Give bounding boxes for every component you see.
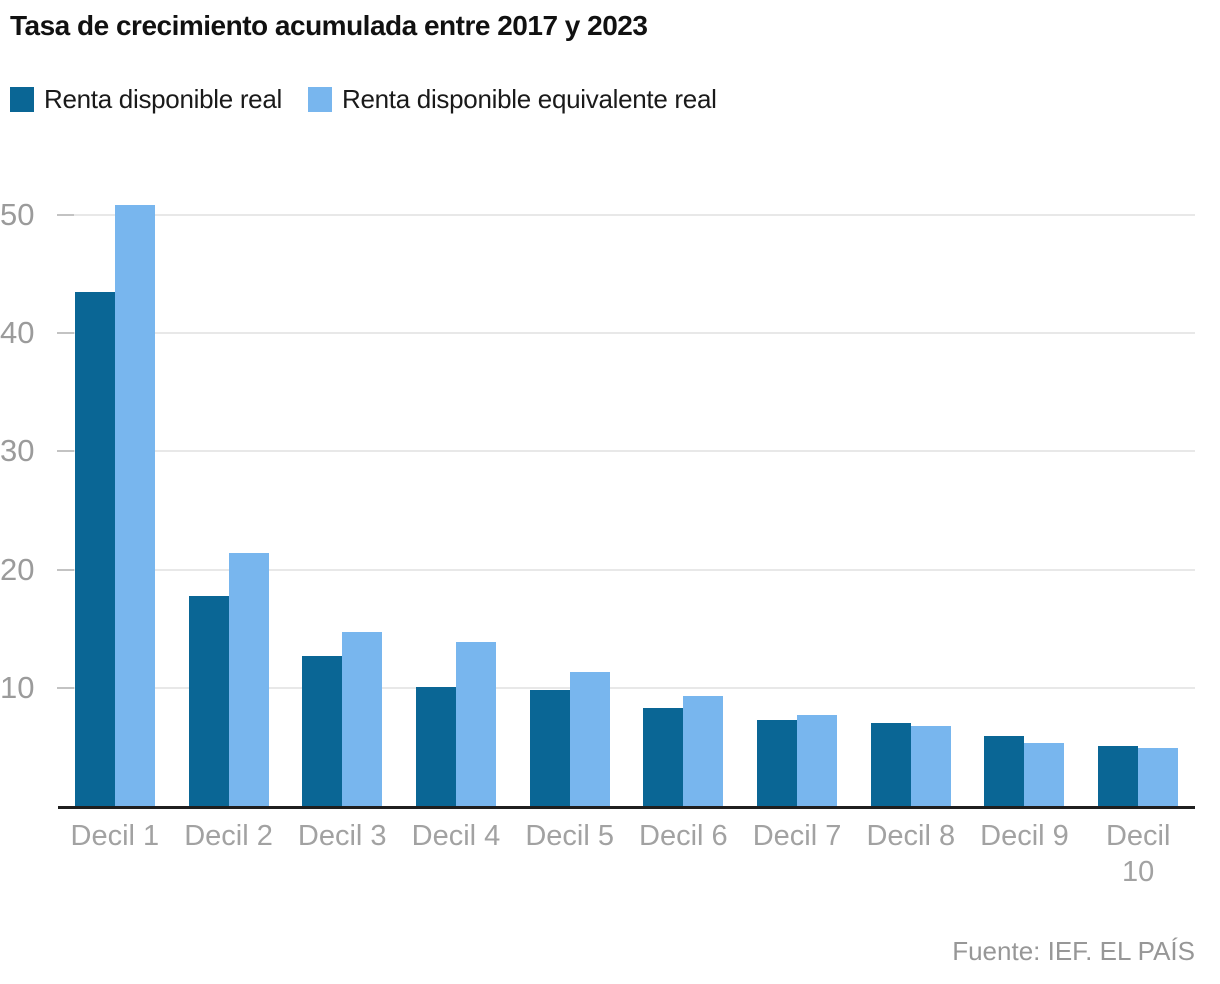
legend-label: Renta disponible real: [44, 84, 282, 114]
y-tick-mark-50: [57, 213, 74, 216]
bar-renta-disponible-real: [870, 723, 911, 806]
bars-container: [58, 190, 1195, 806]
legend-swatch-light-blue: [307, 87, 332, 112]
x-axis-label-text: Decil 5: [525, 820, 614, 852]
bar-group-decil-10: [1081, 190, 1195, 806]
y-tick-label-30: 30: [0, 433, 35, 469]
legend: Renta disponible real Renta disponible e…: [10, 84, 717, 115]
x-axis-label-decil-9: Decil 9: [968, 818, 1082, 890]
bar-renta-disponible-real: [643, 707, 684, 806]
x-axis-label-decil-3: Decil 3: [285, 818, 399, 890]
bar-renta-disponible-real: [302, 655, 343, 806]
plot-area: 10 20 30 40 50: [0, 190, 1220, 806]
bar-renta-disponible-equivalente-real: [1138, 748, 1179, 806]
bar-group-decil-5: [513, 190, 627, 806]
x-axis-label-text: Decil 3: [297, 820, 387, 852]
gridline-10: [58, 686, 1195, 689]
bar-group-decil-1: [58, 190, 172, 806]
gridline-50: [58, 213, 1195, 216]
x-axis-label-decil-6: Decil 6: [627, 818, 741, 890]
x-axis-label-decil-7: Decil 7: [740, 818, 854, 890]
y-tick-mark-30: [57, 450, 74, 453]
bar-renta-disponible-real: [415, 686, 456, 806]
bar-renta-disponible-equivalente-real: [114, 205, 155, 806]
chart-title: Tasa de crecimiento acumulada entre 2017…: [10, 10, 648, 41]
y-tick-mark-20: [57, 568, 74, 571]
legend-item-renta-disponible-equivalente-real: Renta disponible equivalente real: [307, 84, 717, 115]
x-axis-label-decil-4: Decil 4: [399, 818, 513, 890]
y-tick-label-50: 50: [0, 196, 35, 232]
x-axis-label-text: Decil 6: [639, 820, 728, 852]
bar-group-decil-3: [285, 190, 399, 806]
x-axis-label-text: Decil 9: [980, 820, 1069, 852]
bar-renta-disponible-equivalente-real: [455, 641, 496, 806]
bar-renta-disponible-real: [984, 736, 1025, 806]
legend-swatch-dark-blue: [10, 87, 34, 112]
gridline-30: [58, 450, 1195, 453]
gridline-20: [58, 568, 1195, 571]
bar-group-decil-9: [968, 190, 1082, 806]
y-tick-mark-10: [57, 686, 74, 689]
x-axis-label-text: Decil 10: [1105, 820, 1171, 888]
x-axis-label-text: Decil 7: [752, 820, 842, 852]
bar-renta-disponible-real: [1098, 745, 1139, 806]
bar-group-decil-8: [854, 190, 968, 806]
bar-renta-disponible-real: [188, 595, 229, 806]
y-tick-label-10: 10: [0, 669, 35, 705]
y-tick-mark-40: [57, 332, 74, 335]
x-axis-label-decil-1: Decil 1: [58, 818, 172, 890]
x-axis-line: [58, 806, 1195, 809]
bar-group-decil-2: [172, 190, 286, 806]
x-axis-label-decil-8: Decil 8: [854, 818, 968, 890]
source-credit: Fuente: IEF. EL PAÍS: [952, 936, 1195, 966]
bar-renta-disponible-equivalente-real: [342, 632, 383, 806]
x-axis-label-text: Decil 4: [411, 820, 501, 852]
bar-renta-disponible-equivalente-real: [910, 725, 951, 806]
x-axis-label-decil-2: Decil 2: [172, 818, 286, 890]
bar-renta-disponible-equivalente-real: [569, 672, 610, 806]
bar-renta-disponible-equivalente-real: [797, 715, 838, 806]
x-axis-label-decil-5: Decil 5: [513, 818, 627, 890]
gridline-40: [58, 332, 1195, 335]
x-axis-label-text: Decil 1: [70, 820, 160, 852]
bar-renta-disponible-equivalente-real: [683, 696, 724, 806]
x-axis-label-decil-10: Decil 10: [1081, 818, 1195, 890]
bar-renta-disponible-real: [529, 690, 570, 806]
legend-label: Renta disponible equivalente real: [341, 84, 717, 114]
bar-renta-disponible-equivalente-real: [228, 553, 269, 806]
x-axis-label-text: Decil 8: [866, 820, 956, 852]
bar-group-decil-6: [627, 190, 741, 806]
bar-renta-disponible-equivalente-real: [1024, 743, 1065, 806]
y-tick-label-20: 20: [0, 551, 35, 587]
bar-renta-disponible-real: [74, 291, 115, 806]
bar-renta-disponible-real: [757, 719, 798, 806]
y-tick-label-40: 40: [0, 315, 35, 351]
bar-group-decil-4: [399, 190, 513, 806]
bar-group-decil-7: [740, 190, 854, 806]
x-axis-labels: Decil 1 Decil 2 Decil 3 Decil 4 Decil 5 Decil…: [58, 818, 1195, 890]
legend-item-renta-disponible-real: Renta disponible real: [10, 84, 282, 115]
x-axis-label-text: Decil 2: [184, 820, 273, 852]
